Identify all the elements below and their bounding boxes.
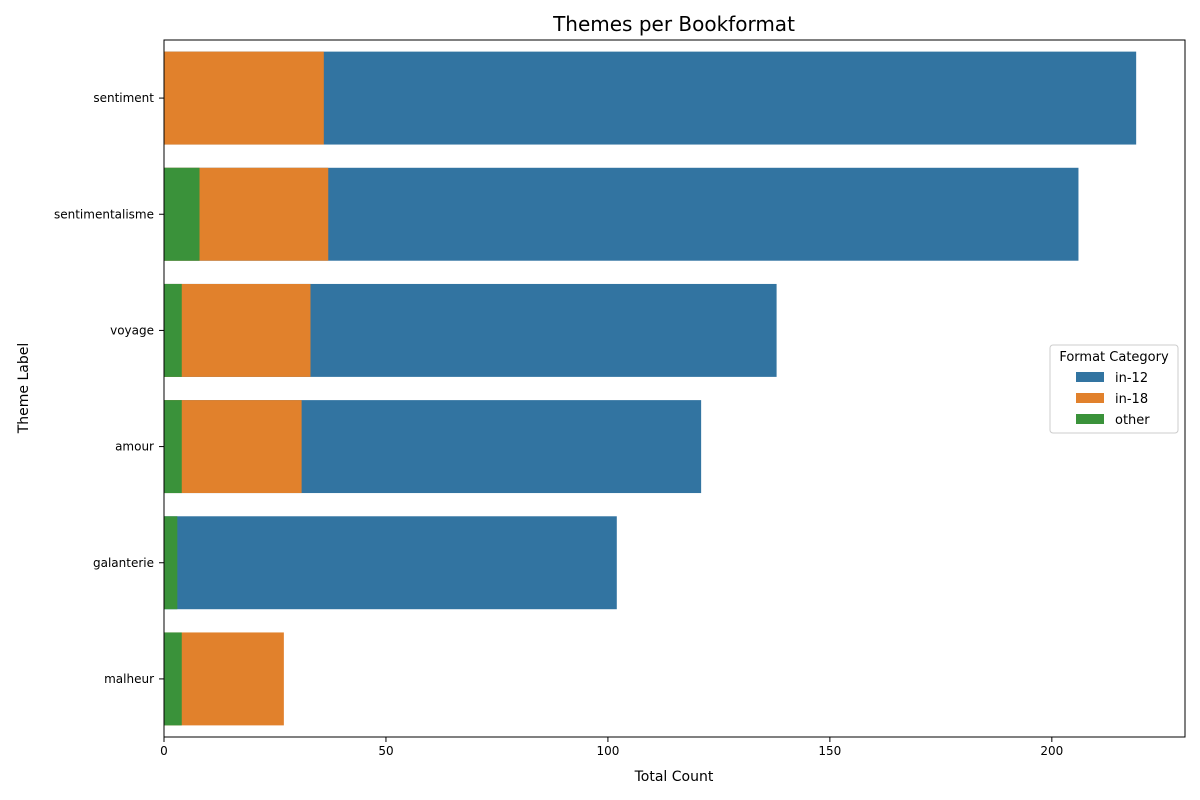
legend-items: in-12 in-18 other (1076, 371, 1150, 428)
y-tick-label: galanterie (93, 556, 154, 570)
bar-in-12-sentiment (164, 51, 1137, 145)
y-axis-label: Theme Label (16, 343, 32, 435)
x-tick-label: 0 (160, 744, 168, 758)
legend-label-other: other (1115, 413, 1150, 428)
y-tick-label: sentimentalisme (54, 207, 154, 221)
plot-frame (163, 39, 1186, 738)
x-axis-label: Total Count (634, 769, 714, 785)
y-tick-label: sentiment (93, 91, 154, 105)
bar-in-18-amour (164, 400, 302, 494)
bar-in-18-sentiment (164, 51, 324, 145)
chart-title: Themes per Bookformat (552, 12, 795, 36)
bar-in-12-galanterie (164, 516, 617, 610)
bars (164, 51, 1137, 726)
x-tick-label: 150 (818, 744, 841, 758)
legend-label-in-18: in-18 (1115, 392, 1148, 407)
x-tick-label: 50 (378, 744, 393, 758)
bar-in-18-voyage (164, 283, 311, 377)
legend-title: Format Category (1059, 350, 1169, 365)
legend-swatch-in-18 (1076, 393, 1104, 403)
y-axis: sentiment sentimentalisme voyage amour galan… (54, 91, 164, 686)
legend-frame (1049, 344, 1179, 434)
x-axis: 0 50 100 150 200 (160, 737, 1063, 758)
x-tick-label: 200 (1040, 744, 1063, 758)
bar-other-sentimentalisme (164, 167, 200, 261)
legend-swatch-in-12 (1076, 372, 1104, 382)
y-tick-label: malheur (104, 672, 154, 686)
y-tick-label: voyage (110, 323, 154, 337)
bar-in-18-malheur (164, 632, 284, 726)
bar-other-voyage (164, 283, 182, 377)
bar-other-amour (164, 400, 182, 494)
bar-other-galanterie (164, 516, 178, 610)
legend: Format Category in-12 in-18 other (1049, 344, 1179, 434)
y-tick-label: amour (115, 440, 154, 454)
legend-label-in-12: in-12 (1115, 371, 1148, 386)
bar-other-malheur (164, 632, 182, 726)
legend-swatch-other (1076, 414, 1104, 424)
x-tick-label: 100 (596, 744, 619, 758)
